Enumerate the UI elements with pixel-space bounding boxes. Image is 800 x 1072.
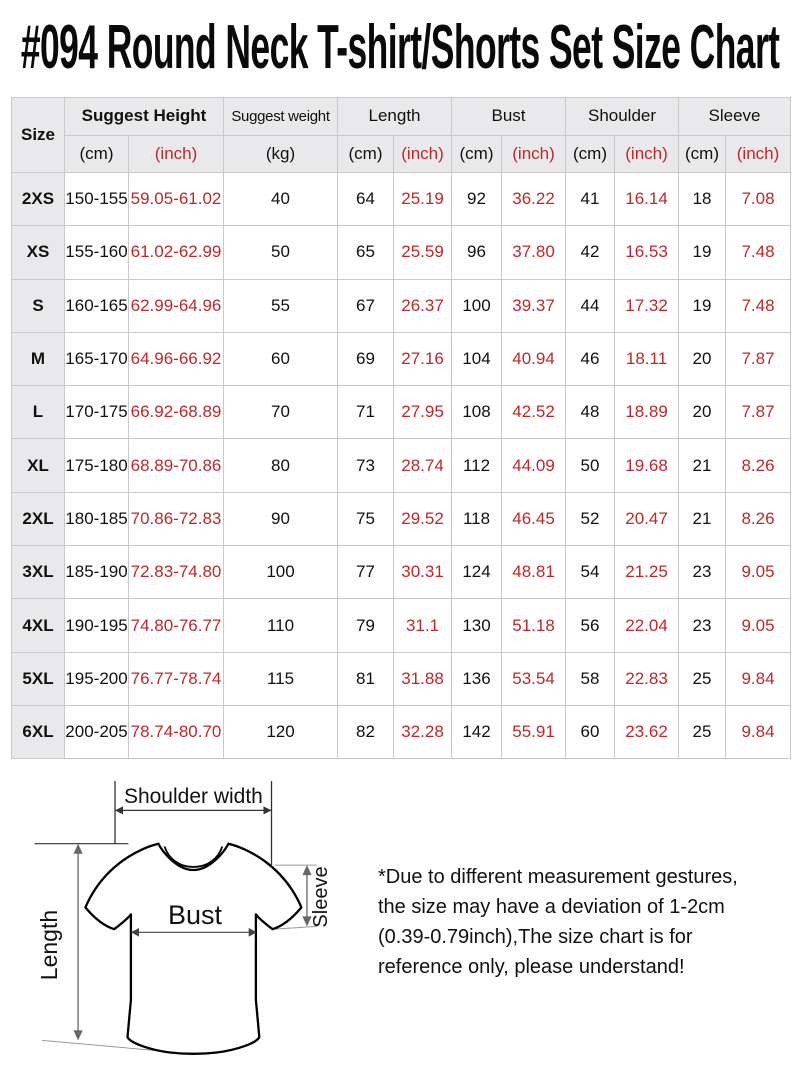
- svg-text:Bust: Bust: [168, 900, 223, 930]
- svg-text:Length: Length: [36, 910, 62, 980]
- svg-text:Sleeve: Sleeve: [310, 866, 332, 927]
- svg-text:Shoulder width: Shoulder width: [124, 785, 263, 808]
